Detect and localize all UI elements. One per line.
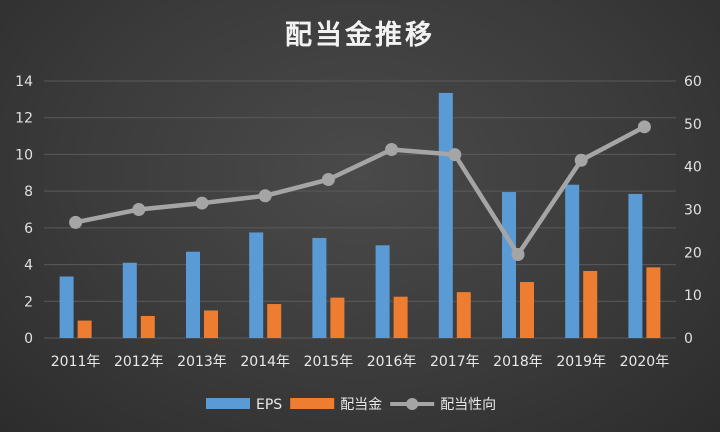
legend-swatch: [206, 398, 250, 409]
payout-ratio-point: [448, 148, 462, 162]
x-tick-label: 2014年: [240, 354, 290, 370]
bar-eps: [565, 184, 580, 338]
y-right-tick-label: 30: [684, 203, 702, 219]
x-tick-label: 2015年: [304, 354, 354, 370]
y-left-tick-label: 4: [24, 258, 33, 274]
bar-eps: [438, 92, 453, 338]
bar-dividend: [77, 320, 92, 338]
y-right-tick-label: 40: [684, 160, 702, 176]
bar-dividend: [204, 310, 218, 338]
payout-ratio-point: [195, 196, 209, 210]
y-right-tick-label: 20: [684, 245, 702, 261]
payout-ratio-point: [258, 189, 272, 203]
bar-dividend: [393, 296, 408, 338]
bar-dividend: [646, 267, 661, 338]
payout-ratio-point: [69, 215, 83, 229]
y-left-tick-label: 10: [15, 147, 33, 163]
payout-ratio-point: [637, 120, 651, 134]
legend-label: 配当性向: [440, 397, 496, 413]
payout-ratio-point: [132, 203, 146, 216]
y-left-tick-label: 6: [24, 221, 33, 237]
x-tick-label: 2017年: [430, 354, 480, 370]
bar-dividend: [456, 292, 471, 338]
y-right-tick-label: 10: [684, 288, 702, 304]
x-tick-label: 2020年: [620, 354, 670, 370]
axis-layer: 0 2 4 6 8 10 12 14 0 10 20 30 40 50 60 2011年 2012年 2013年 2…: [15, 74, 702, 370]
legend-label: 配当金: [340, 397, 382, 413]
payout-ratio-point: [321, 173, 335, 187]
y-left-tick-label: 2: [24, 294, 33, 310]
bar-eps: [375, 245, 390, 338]
y-left-tick-label: 12: [15, 111, 33, 127]
x-tick-label: 2019年: [556, 354, 606, 370]
y-left-tick-label: 8: [24, 184, 33, 200]
legend-layer: EPS 配当金 配当性向: [206, 397, 496, 413]
y-left-tick-label: 14: [15, 74, 33, 90]
legend-swatch: [290, 398, 335, 409]
payout-ratio-point: [385, 143, 399, 157]
bar-eps: [312, 237, 327, 338]
y-right-tick-label: 0: [684, 331, 693, 347]
y-right-tick-label: 50: [684, 117, 702, 133]
bar-eps: [59, 276, 74, 338]
line-layer: [69, 120, 651, 261]
bar-dividend: [520, 282, 534, 338]
payout-ratio-point: [511, 247, 525, 261]
bar-dividend: [267, 304, 282, 338]
bar-dividend: [330, 297, 345, 338]
bar-eps: [186, 251, 200, 338]
chart-title: 配当金推移: [285, 19, 435, 51]
bar-dividend: [583, 270, 598, 338]
grid-layer: [44, 80, 676, 339]
x-tick-label: 2011年: [51, 354, 101, 370]
bar-eps: [628, 193, 643, 338]
bar-eps: [122, 262, 137, 338]
y-right-tick-label: 60: [684, 74, 702, 90]
legend-label: EPS: [256, 397, 282, 413]
bar-eps: [249, 232, 264, 338]
x-tick-label: 2012年: [114, 354, 164, 370]
legend-marker: [406, 398, 419, 410]
x-tick-label: 2016年: [367, 354, 417, 370]
bar-dividend: [140, 315, 155, 338]
y-left-tick-label: 0: [24, 331, 33, 347]
bar-eps: [502, 192, 516, 338]
payout-ratio-line: [75, 124, 646, 257]
x-tick-label: 2013年: [177, 354, 227, 370]
bars-layer: [59, 92, 661, 338]
x-tick-label: 2018年: [493, 354, 543, 370]
payout-ratio-point: [574, 153, 588, 167]
